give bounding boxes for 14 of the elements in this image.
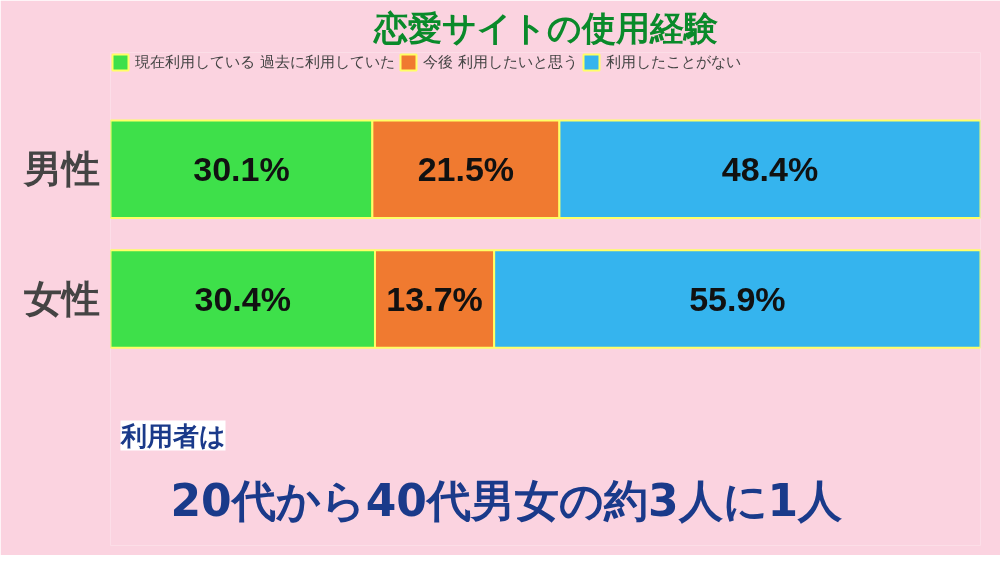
y-tick-label: 女性 bbox=[23, 277, 100, 321]
data-label: 48.4% bbox=[721, 150, 819, 189]
y-tick-label: 男性 bbox=[22, 147, 100, 192]
data-label: 13.7% bbox=[386, 280, 483, 318]
legend-label: 現在利用している 過去に利用していた bbox=[135, 52, 395, 72]
data-label: 30.1% bbox=[193, 150, 290, 189]
data-label: 55.9% bbox=[689, 280, 786, 318]
text: 20代から40代男女の約3人に1人 bbox=[170, 474, 843, 526]
legend-label: 今後 利用したいと思う bbox=[422, 52, 578, 72]
data-label: 21.5% bbox=[417, 150, 515, 189]
chart-title: 恋愛サイトの使用経験 bbox=[372, 7, 718, 48]
text: 利用者は bbox=[119, 420, 226, 451]
data-label: 30.4% bbox=[194, 280, 291, 318]
legend-label: 利用したことがない bbox=[605, 52, 741, 72]
